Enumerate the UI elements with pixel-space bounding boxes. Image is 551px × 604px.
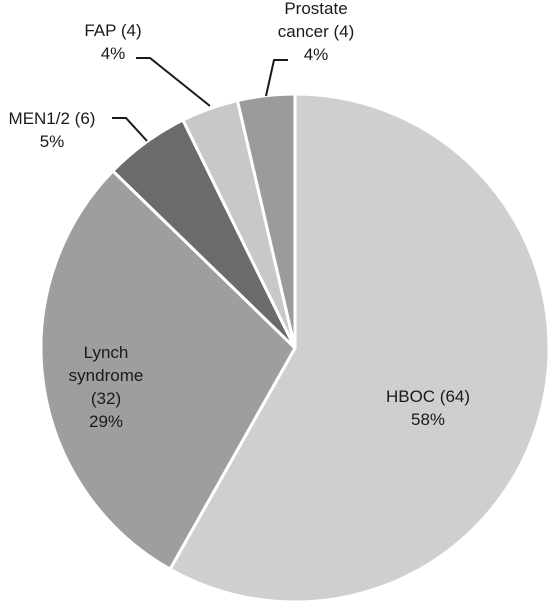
slice-label-fap: FAP (4) 4%	[84, 21, 141, 63]
slice-label-prostate-cancer: Prostate cancer (4) 4%	[278, 0, 355, 64]
slice-percent-fap: 4%	[101, 44, 126, 63]
slice-name-prostate-cancer: Prostate	[284, 0, 347, 18]
slice-name-prostate-cancer: cancer (4)	[278, 22, 355, 41]
slice-percent-men1-2: 5%	[40, 132, 65, 151]
leader-line-fap	[136, 57, 211, 107]
slice-name-lynch-syndrome: syndrome	[69, 366, 144, 385]
slice-percent-lynch-syndrome: 29%	[89, 412, 123, 431]
slice-percent-hboc: 58%	[411, 410, 445, 429]
slice-label-lynch-syndrome: Lynch syndrome (32) 29%	[69, 343, 144, 431]
slice-percent-prostate-cancer: 4%	[304, 45, 329, 64]
slice-name-lynch-syndrome: (32)	[91, 389, 121, 408]
slice-labels: HBOC (64) 58% Lynch syndrome (32) 29% MEN1/2 (…	[9, 0, 471, 431]
slice-name-fap: FAP (4)	[84, 21, 141, 40]
pie-slice-lynch-syndrome	[39, 168, 297, 572]
leader-line-men1-2	[112, 117, 148, 142]
pie-slices	[39, 92, 551, 604]
slice-name-men1-2: MEN1/2 (6)	[9, 109, 96, 128]
leader-line-prostate-cancer	[265, 59, 288, 97]
leader-lines	[112, 57, 288, 142]
slice-label-men1-2: MEN1/2 (6) 5%	[9, 109, 96, 151]
slice-name-hboc: HBOC (64)	[386, 387, 470, 406]
slice-label-hboc: HBOC (64) 58%	[386, 387, 470, 429]
pie-slice-hboc	[168, 92, 551, 604]
slice-name-lynch-syndrome: Lynch	[84, 343, 129, 362]
